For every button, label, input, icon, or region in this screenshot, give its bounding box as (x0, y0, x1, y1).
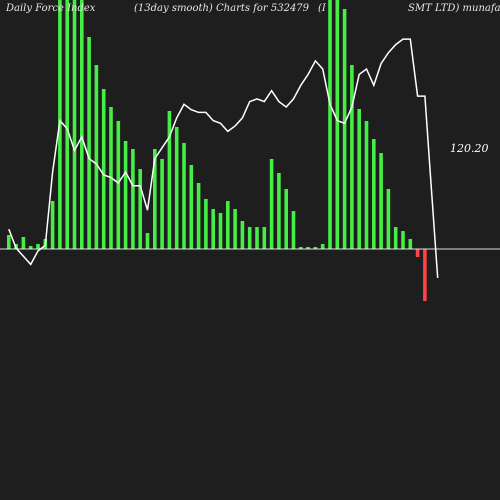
force-index-bar (36, 244, 40, 249)
force-index-bar (65, 0, 69, 249)
force-index-bar (299, 247, 303, 249)
force-index-bar (233, 209, 237, 249)
force-index-bar (211, 209, 215, 249)
force-index-bar (415, 249, 420, 257)
force-index-bar (72, 0, 77, 249)
force-index-bar (218, 213, 223, 249)
force-index-bar (7, 235, 11, 249)
bars-group (7, 0, 427, 301)
force-index-bar (262, 227, 267, 249)
force-index-bar (423, 249, 427, 301)
chart-title-part1: Daily Force Index (5, 3, 96, 14)
force-index-bar (116, 121, 121, 249)
force-index-bar (240, 221, 245, 249)
force-index-bar (401, 231, 405, 249)
force-index-bar (189, 165, 194, 249)
force-index-bar (255, 227, 259, 249)
force-index-bar (379, 153, 383, 249)
force-index-bar (160, 159, 164, 249)
force-index-bar (269, 159, 274, 249)
force-index-bar (357, 109, 361, 249)
force-index-bar (174, 127, 179, 249)
force-index-bar (342, 9, 347, 249)
force-index-bar (291, 211, 296, 249)
force-index-bar (131, 149, 135, 249)
price-line (8, 38, 439, 279)
force-index-bar (87, 37, 91, 249)
force-index-bar (50, 201, 55, 249)
chart-title-part2: (13day smooth) Charts for 532479 (134, 3, 310, 14)
force-index-bar (80, 0, 84, 249)
force-index-bar (306, 247, 310, 249)
force-index-bar (313, 247, 318, 249)
force-index-bar (182, 143, 186, 249)
chart-title-part4: SMT LTD) munafasutra.com (408, 3, 500, 14)
chart-title-part3: (I (318, 3, 327, 14)
force-index-bar (123, 141, 128, 249)
force-index-bar (204, 199, 208, 249)
force-index-bar (94, 65, 99, 249)
force-index-bar (28, 246, 33, 249)
force-index-bar (21, 237, 26, 249)
force-index-bar (145, 233, 150, 249)
force-index-bar (226, 201, 230, 249)
force-index-bar (167, 111, 172, 249)
force-index-bar (101, 89, 106, 249)
force-index-bar (320, 244, 325, 249)
force-index-bar (393, 227, 398, 249)
force-index-bar (372, 139, 376, 249)
force-index-bar (138, 169, 142, 249)
force-index-bar (153, 149, 157, 249)
force-index-bar (386, 189, 391, 249)
force-index-bar (247, 227, 252, 249)
force-index-bar (350, 65, 354, 249)
force-index-bar (408, 239, 413, 249)
force-index-bar (196, 183, 201, 249)
force-index-bar (328, 0, 332, 249)
force-index-bar (284, 189, 288, 249)
last-value-label: 120.20 (450, 142, 489, 155)
force-index-bar (364, 121, 369, 249)
force-index-bar (277, 173, 281, 249)
force-index-bar (335, 0, 340, 249)
